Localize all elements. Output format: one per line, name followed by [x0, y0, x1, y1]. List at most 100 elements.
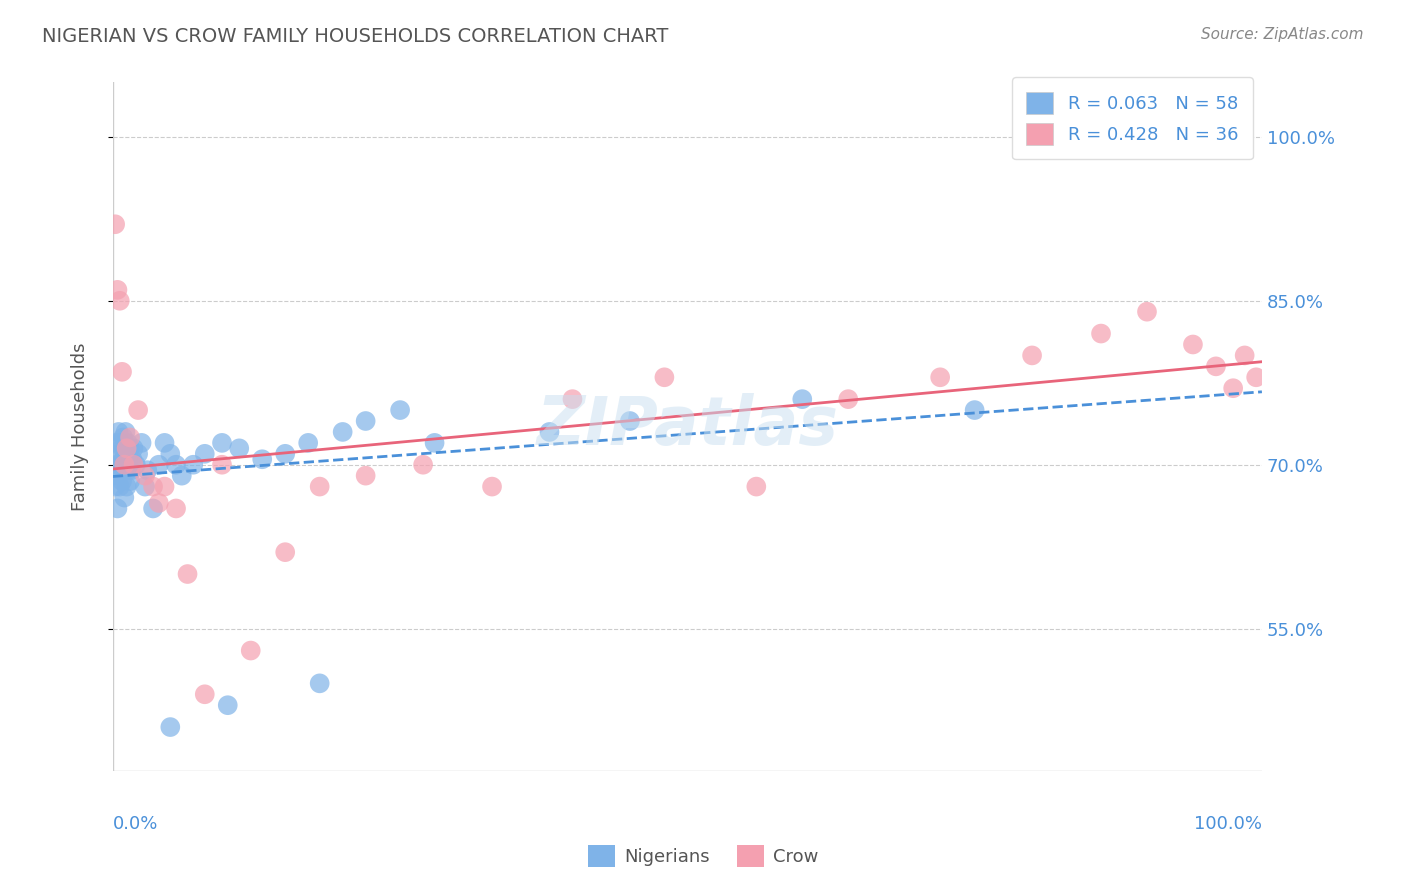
Point	[107, 468, 129, 483]
Point	[122, 458, 145, 472]
Point	[354, 468, 377, 483]
Point	[105, 458, 128, 472]
Point	[114, 425, 136, 439]
Point	[108, 458, 131, 472]
Point	[117, 435, 139, 450]
Point	[1244, 370, 1267, 384]
Legend: Nigerians, Crow: Nigerians, Crow	[581, 838, 825, 874]
Point	[1021, 348, 1043, 362]
Point	[125, 458, 148, 472]
Point	[112, 452, 135, 467]
Point	[181, 458, 204, 472]
Point	[111, 442, 134, 456]
Point	[211, 458, 233, 472]
Point	[619, 414, 641, 428]
Point	[1222, 381, 1244, 395]
Point	[252, 452, 274, 467]
Point	[111, 365, 134, 379]
Point	[110, 435, 132, 450]
Point	[111, 474, 134, 488]
Point	[104, 217, 127, 231]
Point	[107, 501, 129, 516]
Point	[963, 403, 986, 417]
Point	[194, 687, 217, 701]
Point	[153, 480, 176, 494]
Point	[412, 458, 434, 472]
Point	[297, 435, 319, 450]
Point	[112, 463, 135, 477]
Point	[837, 392, 859, 406]
Point	[108, 293, 131, 308]
Point	[165, 458, 187, 472]
Point	[127, 403, 149, 417]
Point	[122, 442, 145, 456]
Point	[110, 463, 132, 477]
Y-axis label: Family Households: Family Households	[72, 343, 89, 511]
Point	[745, 480, 768, 494]
Point	[1181, 337, 1204, 351]
Point	[228, 442, 250, 456]
Point	[308, 480, 330, 494]
Point	[389, 403, 412, 417]
Point	[274, 447, 297, 461]
Point	[112, 458, 135, 472]
Point	[134, 468, 156, 483]
Text: NIGERIAN VS CROW FAMILY HOUSEHOLDS CORRELATION CHART: NIGERIAN VS CROW FAMILY HOUSEHOLDS CORRE…	[42, 27, 669, 45]
Point	[170, 468, 193, 483]
Point	[120, 474, 142, 488]
Point	[153, 435, 176, 450]
Point	[108, 480, 131, 494]
Point	[1136, 304, 1159, 318]
Point	[1205, 359, 1227, 374]
Point	[107, 283, 129, 297]
Point	[115, 442, 138, 456]
Point	[120, 442, 142, 456]
Point	[107, 425, 129, 439]
Point	[538, 425, 561, 439]
Point	[929, 370, 952, 384]
Point	[159, 447, 181, 461]
Point	[115, 480, 138, 494]
Point	[1090, 326, 1112, 341]
Point	[127, 447, 149, 461]
Point	[104, 480, 127, 494]
Text: 100.0%: 100.0%	[1194, 814, 1263, 832]
Point	[112, 491, 135, 505]
Point	[1233, 348, 1256, 362]
Point	[423, 435, 446, 450]
Point	[561, 392, 583, 406]
Point	[654, 370, 676, 384]
Point	[117, 463, 139, 477]
Point	[131, 435, 153, 450]
Point	[159, 720, 181, 734]
Point	[274, 545, 297, 559]
Point	[792, 392, 814, 406]
Point	[136, 463, 159, 477]
Point	[176, 567, 198, 582]
Point	[118, 452, 141, 467]
Point	[142, 501, 165, 516]
Point	[194, 447, 217, 461]
Point	[211, 435, 233, 450]
Point	[148, 496, 170, 510]
Point	[142, 480, 165, 494]
Point	[308, 676, 330, 690]
Point	[134, 480, 156, 494]
Point	[239, 643, 262, 657]
Point	[148, 458, 170, 472]
Point	[121, 452, 143, 467]
Point	[332, 425, 354, 439]
Text: Source: ZipAtlas.com: Source: ZipAtlas.com	[1201, 27, 1364, 42]
Point	[481, 480, 503, 494]
Point	[120, 463, 142, 477]
Point	[107, 447, 129, 461]
Point	[217, 698, 239, 713]
Legend: R = 0.063   N = 58, R = 0.428   N = 36: R = 0.063 N = 58, R = 0.428 N = 36	[1012, 78, 1253, 160]
Point	[114, 447, 136, 461]
Text: 0.0%: 0.0%	[112, 814, 159, 832]
Point	[120, 430, 142, 444]
Point	[112, 430, 135, 444]
Point	[354, 414, 377, 428]
Point	[115, 458, 138, 472]
Text: ZIPatlas: ZIPatlas	[536, 393, 838, 459]
